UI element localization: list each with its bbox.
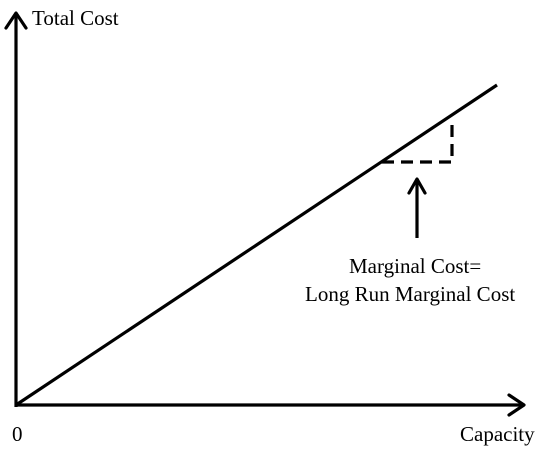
y-axis-label: Total Cost (32, 6, 119, 30)
annotation-line-1: Marginal Cost= (349, 254, 481, 278)
total-cost-line (15, 83, 498, 407)
x-axis-label: Capacity (460, 422, 535, 446)
y-axis-arrowhead (4, 11, 28, 30)
slope-triangle-dashed (382, 120, 454, 164)
origin-label: 0 (12, 422, 23, 446)
annotation-line-2: Long Run Marginal Cost (305, 282, 515, 306)
x-axis-arrowhead (507, 393, 526, 417)
pointer-arrowhead (407, 177, 427, 195)
